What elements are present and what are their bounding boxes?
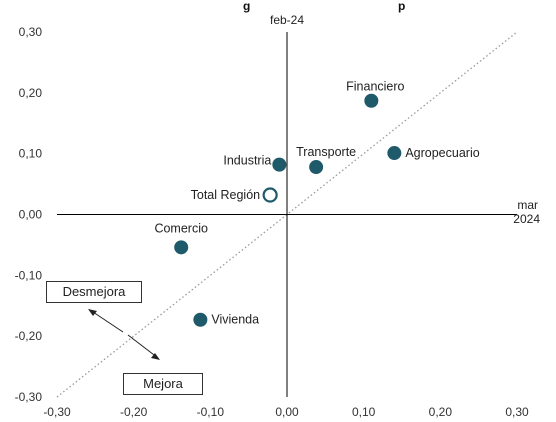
x-tick-label: -0,20 (120, 405, 148, 419)
x-tick-label: 0,20 (429, 405, 453, 419)
x-tick-label: -0,10 (197, 405, 225, 419)
y-tick-label: 0,10 (19, 147, 43, 161)
point-label-total-regi-n: Total Región (191, 188, 261, 202)
point-label-industria: Industria (223, 154, 271, 168)
diagonal-reference-line (56, 31, 518, 398)
x-tick-label: 0,10 (352, 405, 376, 419)
point-industria (272, 157, 287, 172)
y-tick-label: -0,30 (15, 390, 43, 404)
annotation-arrows (88, 309, 160, 360)
tick-labels: -0,30 -0,20 -0,10 0,00 0,10 0,20 0,30 0,30 0,20 0… (15, 25, 529, 419)
point-label-transporte: Transporte (296, 145, 356, 159)
point-label-agropecuario: Agropecuario (405, 146, 479, 160)
arrow-worse (89, 309, 124, 333)
y-tick-label: -0,10 (15, 268, 43, 282)
y-axis-label: feb-24 (270, 13, 304, 27)
point-transporte (309, 160, 324, 175)
x-tick-label: 0,00 (275, 405, 299, 419)
annotation-worse: Desmejora (46, 281, 142, 303)
chart-title-fragment: g (243, 0, 250, 13)
y-tick-label: -0,20 (15, 329, 43, 343)
y-tick-label: 0,20 (19, 86, 43, 100)
y-tick-label: 0,30 (19, 25, 43, 39)
diagonal-line (56, 31, 518, 398)
point-label-vivienda: Vivienda (211, 313, 259, 327)
point-financiero (364, 93, 379, 108)
axes (57, 32, 517, 397)
x-axis-label-line2: 2024 (513, 212, 540, 226)
annotation-better: Mejora (123, 373, 203, 395)
data-points: Financiero Agropecuario Transporte Industri… (154, 80, 480, 327)
point-total-regi-n (262, 187, 278, 203)
x-tick-label: -0,30 (43, 405, 71, 419)
x-axis-label-line1: mar (517, 198, 538, 212)
arrow-better (127, 334, 159, 359)
x-tick-label: 0,30 (505, 405, 529, 419)
point-label-comercio: Comercio (154, 221, 208, 235)
point-agropecuario (387, 146, 402, 161)
y-tick-label: 0,00 (19, 208, 43, 222)
point-comercio (174, 240, 189, 255)
point-label-financiero: Financiero (346, 80, 404, 94)
chart-title-fragment-2: p (398, 0, 405, 13)
x-axis-label: mar 2024 (513, 198, 540, 226)
point-vivienda (193, 312, 208, 327)
arrow-better-head (151, 353, 160, 360)
arrow-worse-head (88, 309, 97, 316)
